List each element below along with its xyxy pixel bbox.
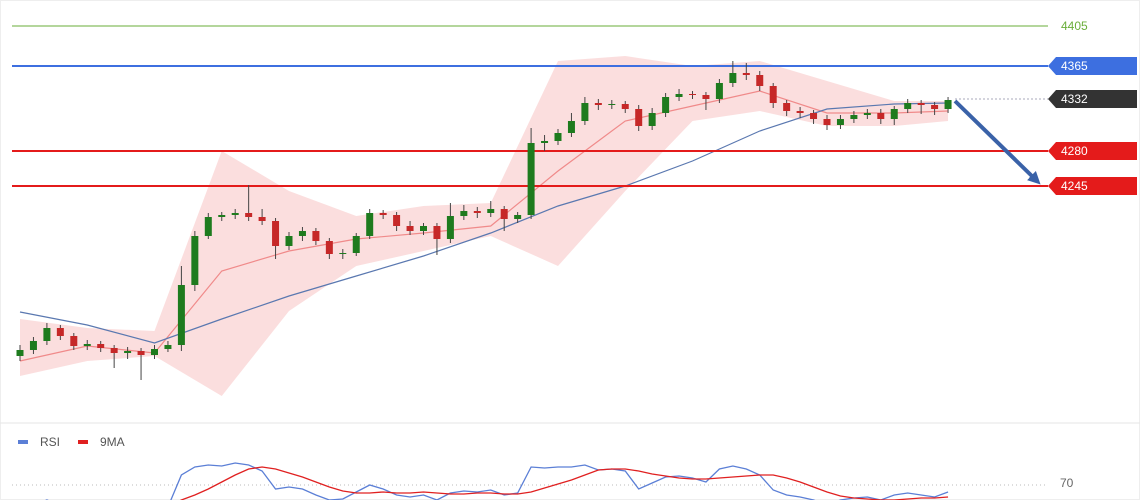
level-label-box xyxy=(1048,57,1137,75)
candle-body xyxy=(621,104,629,109)
candle-body xyxy=(675,94,683,97)
level-label: 4365 xyxy=(1061,59,1088,73)
candle-body xyxy=(863,113,871,115)
candle-body xyxy=(446,216,454,239)
candle-body xyxy=(594,103,602,105)
candle-body xyxy=(944,100,952,109)
candle-body xyxy=(810,113,818,119)
candle-body xyxy=(554,133,562,141)
y-tick-label: 70 xyxy=(1060,476,1074,490)
candle-body xyxy=(527,143,535,215)
candle-body xyxy=(191,236,199,285)
candle-body xyxy=(339,253,347,254)
candle-body xyxy=(352,236,360,253)
candle-body xyxy=(500,209,508,219)
candle-body xyxy=(702,95,710,99)
candle-body xyxy=(151,349,158,355)
moving-average xyxy=(19,90,949,362)
candle-body xyxy=(124,351,132,353)
level-label-box xyxy=(1048,177,1137,195)
candle-body xyxy=(514,215,522,219)
candle-body xyxy=(420,226,427,231)
candle-body xyxy=(662,97,670,113)
candle-body xyxy=(541,141,549,143)
candle-body xyxy=(917,103,925,105)
candle-body xyxy=(29,341,37,350)
candle-body xyxy=(177,285,185,345)
candle-body xyxy=(460,211,468,216)
candle-body xyxy=(272,221,280,246)
level-label: 4332 xyxy=(1061,92,1088,106)
candle-body xyxy=(850,115,858,119)
candle-body xyxy=(137,351,145,355)
candle-body xyxy=(473,211,481,213)
candle-body xyxy=(796,111,804,113)
level-label: 4245 xyxy=(1061,179,1088,193)
rsi-line xyxy=(179,466,949,500)
legend-swatch xyxy=(18,440,28,444)
candle-body xyxy=(366,213,374,236)
candle-body xyxy=(715,83,723,99)
candle-body xyxy=(608,104,616,105)
candle-body xyxy=(689,94,696,95)
candle-body xyxy=(783,103,791,111)
candle-body xyxy=(379,213,387,215)
candle-body xyxy=(312,231,320,241)
candle-body xyxy=(877,113,885,119)
candle-body xyxy=(218,215,226,217)
candle-body xyxy=(931,105,939,109)
level-label: 4405 xyxy=(1061,19,1088,33)
candle-body xyxy=(769,86,777,103)
rsi-line xyxy=(45,462,949,500)
legend-label: RSI xyxy=(40,435,60,449)
candle-body xyxy=(729,73,737,83)
candle-body xyxy=(16,350,24,356)
candle-body xyxy=(83,344,91,346)
candle-body xyxy=(742,73,750,75)
candle-body xyxy=(487,209,495,213)
moving-average xyxy=(19,102,949,344)
candle-body xyxy=(325,241,333,254)
candle-body xyxy=(56,328,64,336)
candle-body xyxy=(904,103,912,109)
candle-body xyxy=(648,113,656,126)
candle-body xyxy=(258,217,266,221)
candle-body xyxy=(890,109,898,119)
candle-body xyxy=(433,226,441,239)
candle-body xyxy=(567,121,575,133)
candle-body xyxy=(110,348,118,353)
level-label-box xyxy=(1048,90,1137,108)
candle-body xyxy=(164,345,172,349)
candle-body xyxy=(97,344,105,348)
candle-body xyxy=(245,213,253,217)
rsi-lines xyxy=(45,462,949,500)
legend-label: 9MA xyxy=(100,435,125,449)
candle-body xyxy=(70,336,78,346)
forecast-arrow xyxy=(953,99,1041,185)
level-label: 4280 xyxy=(1061,144,1088,158)
level-label-box xyxy=(1048,142,1137,160)
candle-body xyxy=(231,213,239,215)
candle-body xyxy=(406,226,414,231)
candle-body xyxy=(204,217,212,236)
candle-body xyxy=(43,328,51,341)
candle-body xyxy=(823,119,831,125)
candle-body xyxy=(393,215,401,226)
candle-body xyxy=(635,109,643,126)
candle-body xyxy=(836,119,844,125)
bollinger-band xyxy=(20,56,949,396)
candle-body xyxy=(756,75,764,86)
candle-body xyxy=(298,231,306,236)
candle-body xyxy=(581,103,589,121)
candle-body xyxy=(285,236,293,246)
legend-swatch xyxy=(78,440,88,444)
